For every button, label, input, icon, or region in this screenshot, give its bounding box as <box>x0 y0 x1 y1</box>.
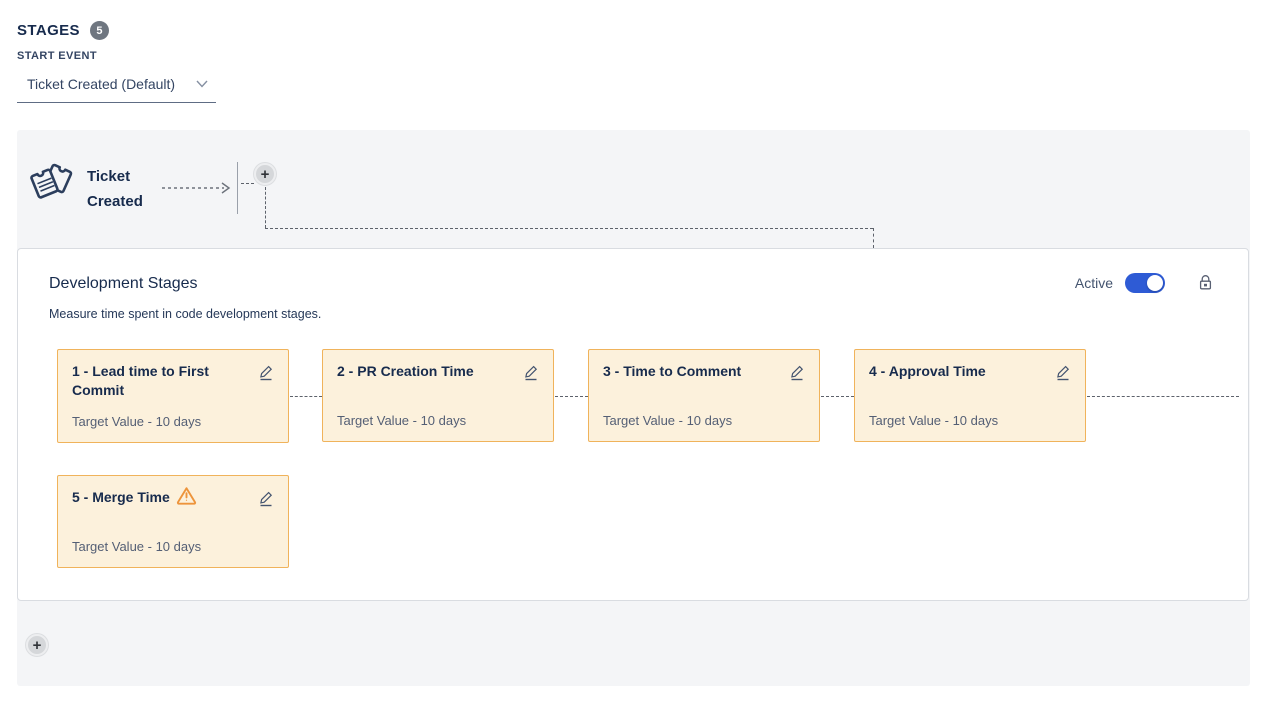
start-event-label: START EVENT <box>17 50 97 62</box>
development-stages-panel: Development Stages Measure time spent in… <box>17 248 1249 601</box>
add-stage-button-top[interactable]: + <box>254 163 276 185</box>
edit-stage-button[interactable] <box>521 362 541 384</box>
pencil-icon <box>525 365 538 381</box>
ticket-icon <box>30 163 73 199</box>
connector-dash-into-panel <box>873 228 874 248</box>
stage-connector <box>290 396 322 397</box>
edit-stage-button[interactable] <box>787 362 807 384</box>
active-toggle[interactable] <box>1125 273 1165 293</box>
edit-stage-button[interactable] <box>256 362 276 384</box>
stage-title: 5 - Merge Time <box>72 489 170 505</box>
lock-button[interactable] <box>1197 274 1214 292</box>
stage-target-value: Target Value - 10 days <box>72 414 202 429</box>
stage-card-3[interactable]: 3 - Time to Comment Target Value - 10 da… <box>588 349 820 442</box>
stage-card-1[interactable]: 1 - Lead time to First Commit Target Val… <box>57 349 289 443</box>
panel-title: Development Stages <box>49 275 198 292</box>
start-node-line2: Created <box>87 193 143 210</box>
pencil-icon <box>260 365 273 381</box>
page-title: STAGES <box>17 22 80 39</box>
padlock-icon <box>1199 275 1212 290</box>
stage-target-value: Target Value - 10 days <box>603 413 733 428</box>
edit-stage-button[interactable] <box>256 488 276 510</box>
stage-title: 2 - PR Creation Time <box>337 363 474 379</box>
stage-card-2[interactable]: 2 - PR Creation Time Target Value - 10 d… <box>322 349 554 442</box>
panel-controls: Active <box>1075 273 1214 293</box>
stage-card-4[interactable]: 4 - Approval Time Target Value - 10 days <box>854 349 1086 442</box>
stage-target-value: Target Value - 10 days <box>869 413 999 428</box>
stage-title: 1 - Lead time to First Commit <box>72 363 209 398</box>
stage-connector <box>821 396 854 397</box>
edit-stage-button[interactable] <box>1053 362 1073 384</box>
stages-count-badge: 5 <box>89 21 109 40</box>
connector-bar <box>237 162 238 214</box>
connector-dash-to-plus <box>241 183 254 184</box>
stage-title: 3 - Time to Comment <box>603 363 742 379</box>
stage-connector <box>555 396 588 397</box>
stage-connector <box>1087 396 1239 397</box>
stage-card-5[interactable]: 5 - Merge Time Target Value - 10 days <box>57 475 289 568</box>
connector-arrow-icon <box>162 182 231 194</box>
active-label: Active <box>1074 275 1113 291</box>
connector-dash-down <box>265 187 266 228</box>
stages-heading: STAGES 5 <box>17 21 109 40</box>
warning-triangle-icon <box>176 487 196 505</box>
stage-target-value: Target Value - 10 days <box>337 413 467 428</box>
chevron-down-icon <box>196 80 208 88</box>
pencil-icon <box>791 365 804 381</box>
pencil-icon <box>1057 365 1070 381</box>
start-node-line1: Ticket <box>87 168 131 185</box>
connector-dash-across <box>265 228 873 229</box>
add-stage-button-bottom[interactable]: + <box>26 634 48 656</box>
stage-target-value: Target Value - 10 days <box>72 539 202 554</box>
toggle-knob <box>1147 275 1163 291</box>
start-node-label: Ticket Created <box>87 164 143 214</box>
start-event-select[interactable]: Ticket Created (Default) <box>17 72 216 103</box>
start-event-value: Ticket Created (Default) <box>27 76 176 92</box>
pencil-icon <box>260 491 273 507</box>
panel-subtitle: Measure time spent in code development s… <box>49 307 322 321</box>
stage-title: 4 - Approval Time <box>869 363 986 379</box>
